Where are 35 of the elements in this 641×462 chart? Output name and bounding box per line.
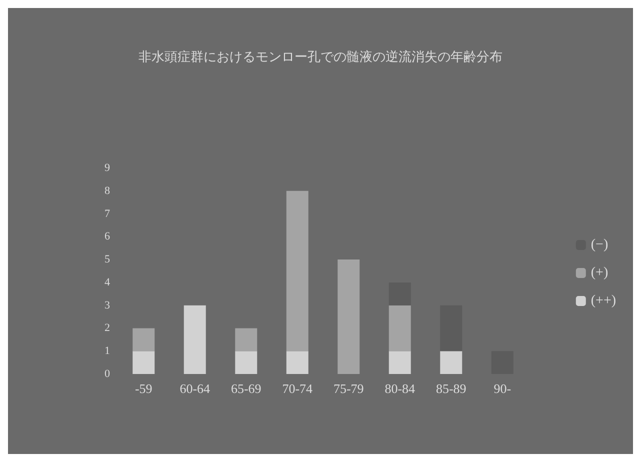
- y-tick-label: 7: [104, 208, 110, 220]
- bar: [184, 305, 206, 374]
- bar: [286, 190, 308, 352]
- bar: [132, 328, 155, 352]
- bar: [286, 351, 308, 374]
- y-tick-label: 0: [104, 368, 110, 380]
- bar: [235, 351, 258, 374]
- x-tick-label: -59: [134, 381, 152, 396]
- x-tick-label: 90-: [494, 381, 512, 396]
- legend-label: (++): [590, 294, 616, 308]
- y-tick-label: 2: [104, 322, 110, 334]
- chart-title: 非水頭症群におけるモンロー孔での髄液の逆流消失の年齢分布: [138, 49, 502, 65]
- legend-label: (+): [590, 266, 608, 280]
- bar: [235, 328, 258, 352]
- legend-label: (−): [590, 238, 608, 252]
- y-tick-label: 1: [104, 345, 110, 358]
- y-tick-label: 3: [104, 299, 110, 312]
- y-tick-label: 9: [104, 162, 110, 174]
- x-tick-label: 70-74: [282, 381, 314, 396]
- x-tick-label: 85-89: [436, 381, 466, 396]
- y-tick-label: 6: [104, 230, 110, 243]
- x-tick-label: 60-64: [180, 381, 211, 396]
- bar: [440, 351, 462, 374]
- x-tick-label: 80-84: [384, 381, 416, 396]
- bar: [132, 351, 155, 374]
- bar: [388, 282, 411, 306]
- bar: [440, 305, 462, 352]
- bar: [338, 260, 360, 374]
- y-tick-label: 8: [104, 184, 110, 197]
- x-tick-label: 75-79: [333, 381, 364, 396]
- x-tick-label: 65-69: [230, 381, 262, 396]
- y-tick-label: 5: [104, 254, 110, 266]
- bar: [388, 351, 411, 374]
- y-tick-label: 4: [104, 276, 110, 288]
- bar: [388, 305, 411, 352]
